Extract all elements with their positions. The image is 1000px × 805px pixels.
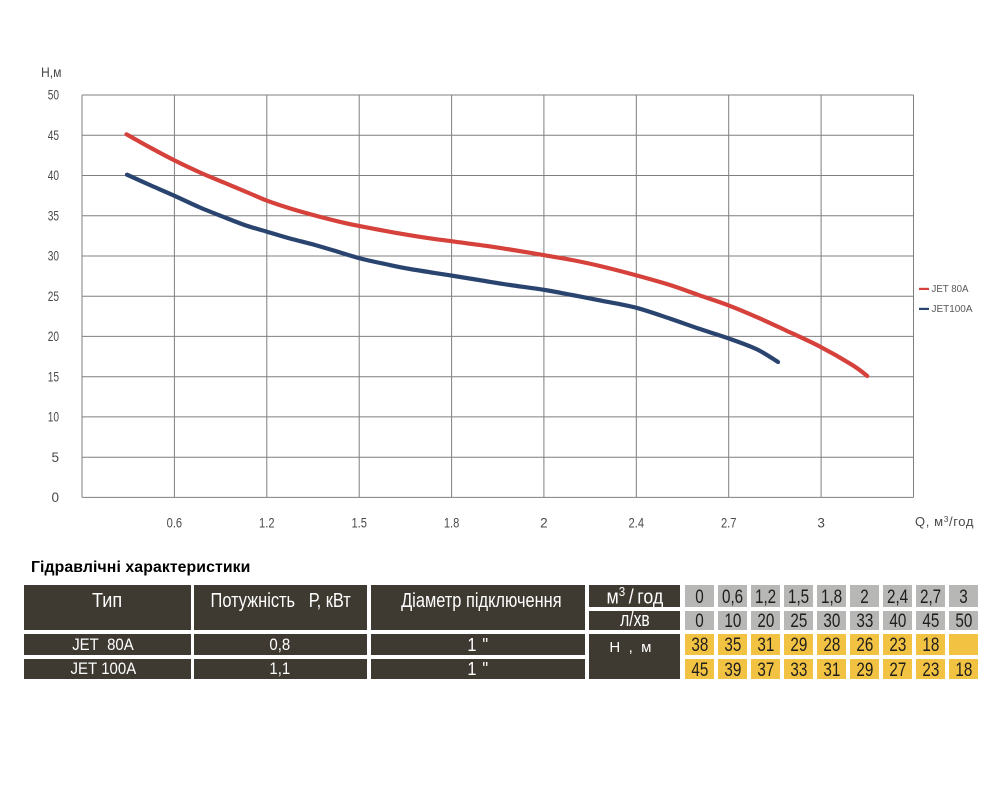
svg-text:25: 25 [48,289,59,304]
svg-text:10: 10 [48,410,59,425]
svg-text:45: 45 [48,128,59,143]
svg-text:50: 50 [48,88,59,103]
svg-text:40: 40 [48,168,59,183]
svg-text:2.7: 2.7 [721,516,737,531]
svg-text:JET100A: JET100A [932,303,973,315]
svg-text:3: 3 [817,516,825,531]
svg-text:2: 2 [540,516,548,531]
svg-text:0.6: 0.6 [167,516,183,531]
svg-text:35: 35 [48,208,59,223]
svg-text:2.4: 2.4 [629,516,645,531]
svg-text:0: 0 [51,490,59,505]
svg-text:1.8: 1.8 [444,516,460,531]
svg-text:5: 5 [51,450,59,465]
svg-text:1.2: 1.2 [259,516,275,531]
svg-text:JET 80A: JET 80A [932,283,969,295]
svg-text:20: 20 [48,329,59,344]
svg-text:Н,м: Н,м [41,65,62,80]
svg-text:1.5: 1.5 [351,516,367,531]
svg-text:15: 15 [48,369,59,384]
svg-text:30: 30 [48,249,59,264]
svg-text:Q, м3/год: Q, м3/год [915,514,974,529]
